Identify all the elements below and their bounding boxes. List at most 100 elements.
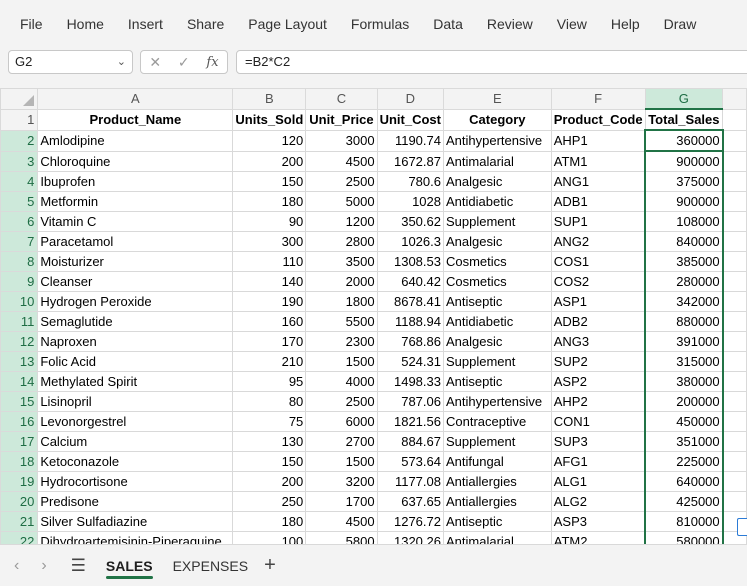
- column-header-b[interactable]: B: [232, 88, 307, 110]
- cell[interactable]: 3000: [305, 129, 378, 152]
- cell[interactable]: 351000: [644, 431, 724, 452]
- cell[interactable]: Cosmetics: [442, 271, 552, 292]
- cell[interactable]: 5500: [305, 311, 378, 332]
- empty-cell[interactable]: [722, 331, 747, 352]
- row-header[interactable]: 11: [0, 311, 39, 332]
- menu-formulas[interactable]: Formulas: [350, 16, 410, 32]
- cell[interactable]: 4000: [305, 371, 378, 392]
- cell[interactable]: CON1: [550, 411, 646, 432]
- column-title-cell[interactable]: Unit_Price: [305, 108, 378, 131]
- cell[interactable]: 1200: [305, 211, 378, 232]
- cell[interactable]: AHP1: [550, 129, 646, 152]
- column-header-e[interactable]: E: [442, 88, 552, 110]
- cell[interactable]: 375000: [644, 171, 724, 192]
- row-header[interactable]: 20: [0, 491, 39, 512]
- cell[interactable]: Supplement: [442, 431, 552, 452]
- cell[interactable]: 880000: [644, 311, 724, 332]
- menu-draw[interactable]: Draw: [663, 16, 697, 32]
- menu-help[interactable]: Help: [610, 16, 640, 32]
- row-header[interactable]: 16: [0, 411, 39, 432]
- cell[interactable]: 900000: [644, 150, 724, 172]
- cell[interactable]: Analgesic: [442, 331, 552, 352]
- column-header-overflow[interactable]: [722, 88, 747, 110]
- cell[interactable]: Dihydroartemisinin-Piperaquine: [37, 531, 234, 544]
- cell[interactable]: 280000: [644, 271, 724, 292]
- cell[interactable]: 1026.3: [376, 231, 444, 252]
- row-header[interactable]: 7: [0, 231, 39, 252]
- cell[interactable]: 640.42: [376, 271, 444, 292]
- select-all-corner[interactable]: [0, 88, 39, 110]
- cell[interactable]: ADB2: [550, 311, 646, 332]
- cell[interactable]: 150: [232, 451, 307, 472]
- cell[interactable]: 4500: [305, 511, 378, 532]
- empty-cell[interactable]: [722, 471, 747, 492]
- cell[interactable]: 391000: [644, 331, 724, 352]
- paste-options-icon[interactable]: [737, 518, 747, 536]
- cell[interactable]: Cleanser: [37, 271, 234, 292]
- column-title-cell[interactable]: Product_Code: [550, 108, 646, 131]
- row-header[interactable]: 17: [0, 431, 39, 452]
- cell[interactable]: 780.6: [376, 171, 444, 192]
- cell[interactable]: ASP2: [550, 371, 646, 392]
- sheet-tab-sales[interactable]: SALES: [96, 549, 163, 583]
- sheet-tab-expenses[interactable]: EXPENSES: [172, 557, 249, 574]
- menu-file[interactable]: File: [20, 16, 43, 32]
- row-header[interactable]: 10: [0, 291, 39, 312]
- cell[interactable]: 90: [232, 211, 307, 232]
- cell[interactable]: Antiseptic: [442, 371, 552, 392]
- row-header[interactable]: 13: [0, 351, 39, 372]
- empty-cell[interactable]: [722, 431, 747, 452]
- empty-cell[interactable]: [722, 191, 747, 212]
- cell[interactable]: 1800: [305, 291, 378, 312]
- cell[interactable]: Silver Sulfadiazine: [37, 511, 234, 532]
- cell[interactable]: Supplement: [442, 351, 552, 372]
- cell[interactable]: Antihypertensive: [442, 129, 552, 152]
- row-header[interactable]: 19: [0, 471, 39, 492]
- cell[interactable]: 450000: [644, 411, 724, 432]
- empty-cell[interactable]: [722, 371, 747, 392]
- empty-cell[interactable]: [722, 451, 747, 472]
- cell[interactable]: 6000: [305, 411, 378, 432]
- cell[interactable]: 380000: [644, 371, 724, 392]
- cell[interactable]: 180: [232, 191, 307, 212]
- cell[interactable]: 640000: [644, 471, 724, 492]
- menu-home[interactable]: Home: [66, 16, 104, 32]
- cell[interactable]: 900000: [644, 191, 724, 212]
- empty-cell[interactable]: [722, 291, 747, 312]
- cell[interactable]: 342000: [644, 291, 724, 312]
- cell[interactable]: ATM2: [550, 531, 646, 544]
- cell[interactable]: 180: [232, 511, 307, 532]
- row-header[interactable]: 6: [0, 211, 39, 232]
- cell[interactable]: 2300: [305, 331, 378, 352]
- menu-share[interactable]: Share: [186, 16, 225, 32]
- cell[interactable]: Metformin: [37, 191, 234, 212]
- cell[interactable]: Vitamin C: [37, 211, 234, 232]
- cell[interactable]: 4500: [305, 150, 378, 172]
- cell[interactable]: 385000: [644, 251, 724, 272]
- cell[interactable]: AFG1: [550, 451, 646, 472]
- cell[interactable]: 840000: [644, 231, 724, 252]
- cell[interactable]: 1188.94: [376, 311, 444, 332]
- cell[interactable]: Naproxen: [37, 331, 234, 352]
- cell[interactable]: 350.62: [376, 211, 444, 232]
- column-title-cell[interactable]: Product_Name: [37, 108, 234, 131]
- cell[interactable]: 110: [232, 251, 307, 272]
- cell[interactable]: Calcium: [37, 431, 234, 452]
- menu-page-layout[interactable]: Page Layout: [248, 16, 327, 32]
- cell[interactable]: Hydrogen Peroxide: [37, 291, 234, 312]
- cell[interactable]: Semaglutide: [37, 311, 234, 332]
- cell[interactable]: 140: [232, 271, 307, 292]
- cell[interactable]: Antidiabetic: [442, 191, 552, 212]
- column-header-a[interactable]: A: [37, 88, 234, 110]
- cell[interactable]: 2000: [305, 271, 378, 292]
- column-title-cell[interactable]: Total_Sales: [644, 108, 724, 131]
- cell[interactable]: 580000: [644, 531, 724, 544]
- empty-cell[interactable]: [722, 391, 747, 412]
- cell[interactable]: 1320.26: [376, 531, 444, 544]
- cell[interactable]: ALG1: [550, 471, 646, 492]
- cell[interactable]: 200000: [644, 391, 724, 412]
- cell[interactable]: Antifungal: [442, 451, 552, 472]
- cell[interactable]: ATM1: [550, 150, 646, 172]
- cell[interactable]: Antiseptic: [442, 511, 552, 532]
- empty-cell[interactable]: [722, 411, 747, 432]
